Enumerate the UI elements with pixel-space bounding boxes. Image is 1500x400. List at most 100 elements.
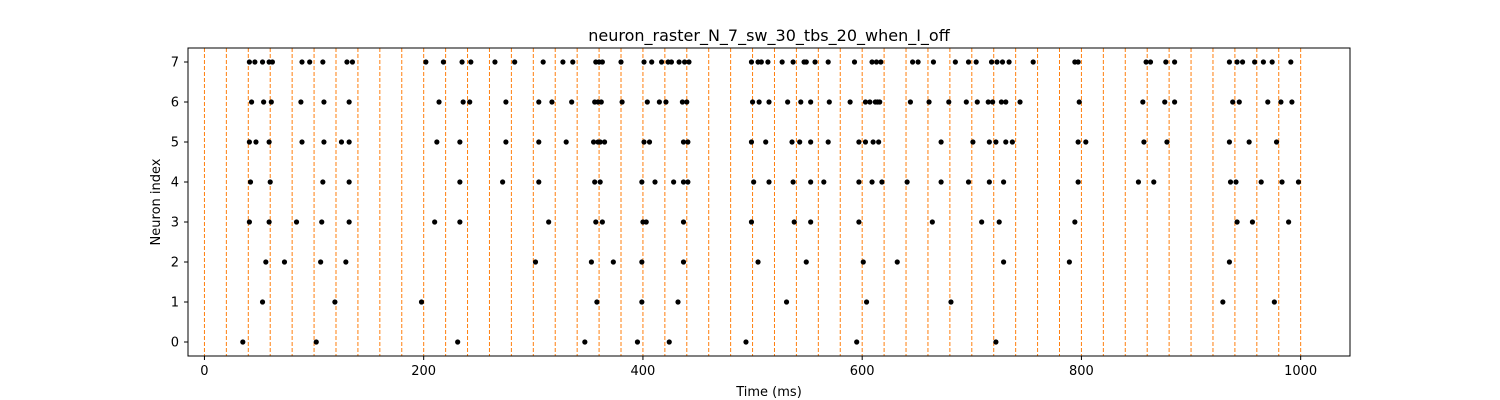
spike-point [536, 139, 542, 145]
spike-point [591, 139, 597, 145]
spike-point [1076, 99, 1082, 105]
spike-point [869, 179, 875, 185]
spike-point [307, 59, 313, 65]
spike-point [930, 59, 937, 65]
spike-point [686, 59, 692, 65]
spike-point [593, 219, 599, 225]
spike-point [808, 139, 814, 145]
spike-point [825, 59, 831, 65]
plot-frame [187, 47, 1351, 357]
spike-point [634, 339, 641, 345]
spike-point [281, 259, 288, 265]
spike-point [1234, 219, 1240, 225]
spike-point [338, 139, 345, 145]
spike-point [1141, 139, 1147, 145]
spike-point [791, 219, 797, 225]
spike-point [671, 179, 677, 185]
spike-point [266, 139, 272, 145]
spike-point [532, 259, 539, 265]
spike-point [877, 99, 883, 105]
spike-point [1009, 139, 1015, 145]
spike-point [313, 339, 319, 345]
spike-point [459, 59, 465, 65]
spike-point [1239, 59, 1246, 65]
spike-point [970, 139, 976, 145]
spike-point [468, 59, 474, 65]
y-axis-ticks: 0 1 2 3 4 5 6 7 [171, 56, 188, 351]
spike-point [267, 179, 273, 185]
spike-point [973, 59, 979, 65]
spike-point [685, 179, 691, 185]
x-axis-ticks: 0 200 400 600 800 1000 [200, 356, 1317, 379]
spike-point [646, 139, 653, 145]
spike-point [749, 99, 756, 105]
spike-point [536, 179, 542, 185]
spike-point [1279, 179, 1285, 185]
spike-point [320, 59, 326, 65]
spike-point [915, 59, 921, 65]
spike-point [979, 219, 985, 225]
spike-point [457, 179, 463, 185]
spike-point [680, 139, 687, 145]
spike-point [766, 99, 772, 105]
spike-point [790, 179, 796, 185]
spike-point [748, 219, 755, 225]
spike-point [675, 299, 681, 305]
spike-point [894, 259, 900, 265]
spike-point [546, 219, 552, 225]
spike-point [293, 219, 300, 225]
spike-point [436, 99, 442, 105]
spike-point [618, 59, 624, 65]
spike-point [876, 139, 882, 145]
spike-point [990, 99, 996, 105]
spike-point [1260, 59, 1266, 65]
spike-point [790, 59, 796, 65]
spike-point [346, 179, 352, 185]
spike-point [867, 99, 873, 105]
spike-point [948, 299, 954, 305]
spike-point [751, 179, 757, 185]
spike-point [643, 219, 649, 225]
spike-point [680, 259, 687, 265]
spike-point [946, 99, 952, 105]
spike-point [549, 99, 555, 105]
spike-point [766, 179, 772, 185]
spike-point [929, 219, 935, 225]
spike-point [808, 219, 814, 225]
spike-point [755, 259, 761, 265]
y-tick-label: 3 [171, 216, 179, 231]
spike-point [512, 59, 518, 65]
spike-point [910, 59, 916, 65]
spike-point [639, 179, 645, 185]
spike-point [873, 59, 880, 65]
spike-point [1226, 139, 1233, 145]
spike-point [652, 179, 658, 185]
spike-point [268, 99, 274, 105]
spike-point [641, 139, 647, 145]
spike-point [246, 139, 252, 145]
spike-point [1017, 99, 1023, 105]
y-tick-label: 0 [171, 336, 179, 351]
spike-point [1288, 59, 1294, 65]
spike-point [418, 299, 425, 305]
spike-point [440, 59, 447, 65]
spike-point [639, 259, 645, 265]
spike-point [248, 99, 255, 105]
spike-point [319, 219, 325, 225]
spike-point [570, 59, 576, 65]
x-tick-label: 0 [200, 364, 208, 379]
spike-point [765, 59, 771, 65]
spike-point [803, 259, 809, 265]
spike-points [240, 59, 1302, 345]
spike-point [1030, 59, 1036, 65]
spike-point [460, 99, 466, 105]
spike-point [869, 59, 875, 65]
spike-point [318, 259, 324, 265]
spike-point [644, 99, 650, 105]
spike-point [1230, 99, 1236, 105]
spike-point [797, 139, 803, 145]
spike-point [758, 59, 764, 65]
spike-point [639, 299, 645, 305]
spike-point [1083, 139, 1089, 145]
spike-point [988, 59, 995, 65]
